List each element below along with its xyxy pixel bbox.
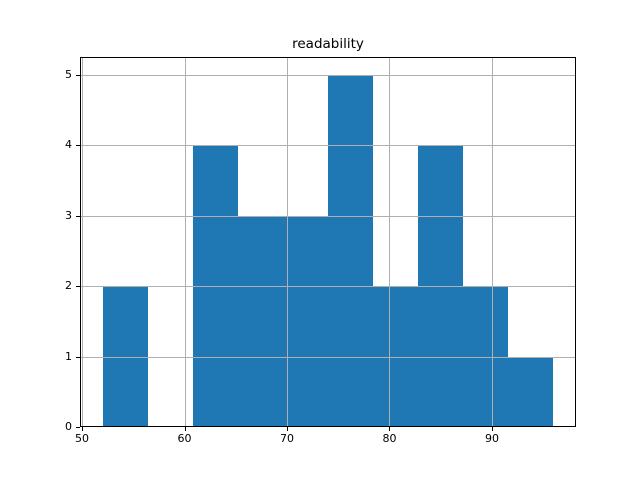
y-gridline: [80, 74, 576, 76]
y-tick-label: 3: [65, 208, 72, 222]
histogram-bar: [192, 145, 238, 427]
x-tick-mark: [491, 427, 493, 431]
y-gridline: [80, 286, 576, 288]
y-tick-label: 1: [65, 349, 72, 363]
x-gridline: [491, 57, 493, 427]
y-tick-label: 2: [65, 279, 72, 293]
histogram-bar: [282, 215, 328, 427]
y-gridline: [80, 145, 576, 147]
x-gridline: [82, 57, 84, 427]
x-tick-label: 50: [75, 432, 90, 445]
histogram-bar: [237, 215, 283, 427]
x-tick-label: 90: [484, 432, 499, 445]
y-tick-mark: [76, 74, 80, 76]
x-tick-label: 60: [177, 432, 192, 445]
y-tick-label: 5: [65, 67, 72, 81]
histogram-bar: [508, 356, 554, 427]
chart-title: readability: [292, 36, 364, 52]
plot-area: [80, 57, 576, 427]
y-tick-mark: [76, 356, 80, 358]
x-tick-label: 70: [280, 432, 294, 445]
x-tick-mark: [389, 427, 391, 431]
y-tick-mark: [76, 215, 80, 217]
y-gridline: [80, 356, 576, 358]
y-tick-mark: [76, 145, 80, 147]
x-gridline: [287, 57, 288, 427]
x-tick-mark: [287, 427, 288, 431]
x-tick-mark: [184, 427, 186, 431]
y-tick-mark: [76, 286, 80, 288]
y-tick-label: 4: [65, 138, 72, 152]
x-gridline: [389, 57, 391, 427]
y-tick-label: 0: [65, 420, 72, 433]
histogram-bar: [418, 145, 464, 427]
y-gridline: [80, 215, 576, 217]
histogram-bar: [328, 74, 374, 427]
x-tick-mark: [82, 427, 84, 431]
x-gridline: [184, 57, 186, 427]
x-tick-label: 80: [382, 432, 397, 445]
y-tick-mark: [76, 427, 80, 428]
